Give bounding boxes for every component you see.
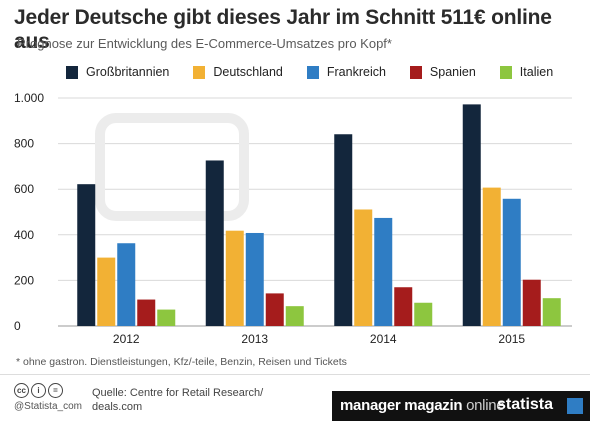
statista-icon xyxy=(567,398,583,414)
x-tick-label: 2012 xyxy=(113,332,140,346)
y-tick-label: 600 xyxy=(14,182,34,196)
manager-magazin-logo[interactable]: manager magazin online xyxy=(340,397,505,414)
bar xyxy=(522,279,541,326)
legend-swatch xyxy=(499,65,512,79)
bar xyxy=(502,198,521,326)
chart-subtitle: Prognose zur Entwicklung des E-Commerce-… xyxy=(17,36,392,51)
footnote: * ohne gastron. Dienstleistungen, Kfz/-t… xyxy=(16,356,347,368)
y-tick-label: 1.000 xyxy=(14,91,44,105)
legend-item: Frankreich xyxy=(306,65,386,79)
bar xyxy=(374,217,393,326)
bar xyxy=(354,209,373,326)
by-icon: i xyxy=(31,383,46,398)
legend-label: Italien xyxy=(519,65,554,79)
chart-title: Jeder Deutsche gibt dieses Jahr im Schni… xyxy=(14,6,552,53)
legend-label: Deutschland xyxy=(213,65,283,79)
brand-mm-name: manager magazin xyxy=(340,397,463,414)
bar xyxy=(462,104,481,326)
legend-label: Großbritannien xyxy=(86,65,170,79)
cc-license-badge[interactable]: cc i = xyxy=(14,383,63,398)
bar xyxy=(285,306,304,326)
source-line-2: deals.com xyxy=(92,401,143,413)
legend-item: Deutschland xyxy=(193,65,283,79)
bar xyxy=(157,309,176,326)
legend: Großbritannien Deutschland Frankreich Spani… xyxy=(66,65,577,79)
legend-swatch xyxy=(193,65,206,79)
legend-item: Italien xyxy=(499,65,554,79)
nd-icon: = xyxy=(48,383,63,398)
bar xyxy=(205,160,224,326)
legend-item: Spanien xyxy=(409,65,476,79)
y-tick-label: 0 xyxy=(14,319,21,333)
tablet-watermark xyxy=(95,113,249,221)
y-tick-label: 200 xyxy=(14,273,34,287)
bar xyxy=(137,299,156,326)
bar xyxy=(97,257,116,326)
legend-swatch xyxy=(66,65,78,79)
bar xyxy=(77,184,96,326)
source-text: Quelle: Centre for Retail Research/ deal… xyxy=(92,386,282,414)
y-tick-label: 800 xyxy=(14,137,34,151)
brand-mm-online: online xyxy=(466,397,505,414)
bar xyxy=(117,243,136,326)
legend-swatch xyxy=(306,65,319,79)
bar xyxy=(414,302,433,326)
x-tick-label: 2013 xyxy=(241,332,268,346)
legend-label: Spanien xyxy=(429,65,476,79)
copyright-handle[interactable]: @Statista_com xyxy=(14,401,82,412)
legend-swatch xyxy=(409,65,422,79)
y-tick-label: 400 xyxy=(14,228,34,242)
legend-label: Frankreich xyxy=(326,65,386,79)
x-tick-label: 2015 xyxy=(498,332,525,346)
brand-bar: manager magazin online statista xyxy=(332,391,590,421)
bar xyxy=(482,187,501,326)
cc-icon: cc xyxy=(14,383,29,398)
bar xyxy=(225,230,244,326)
bar xyxy=(245,232,264,326)
footer: cc i = @Statista_com Quelle: Centre for … xyxy=(0,374,590,421)
bar xyxy=(542,298,561,326)
source-line-1: Quelle: Centre for Retail Research/ xyxy=(92,387,264,399)
statista-logo[interactable]: statista xyxy=(497,396,554,413)
x-tick-label: 2014 xyxy=(370,332,397,346)
bar-chart: 0 200 400 600 800 1.000 2012 2013 2014 2015 xyxy=(14,91,572,346)
legend-item: Großbritannien xyxy=(66,65,169,79)
bar xyxy=(334,134,353,326)
bar xyxy=(394,287,413,326)
bar xyxy=(265,293,284,326)
